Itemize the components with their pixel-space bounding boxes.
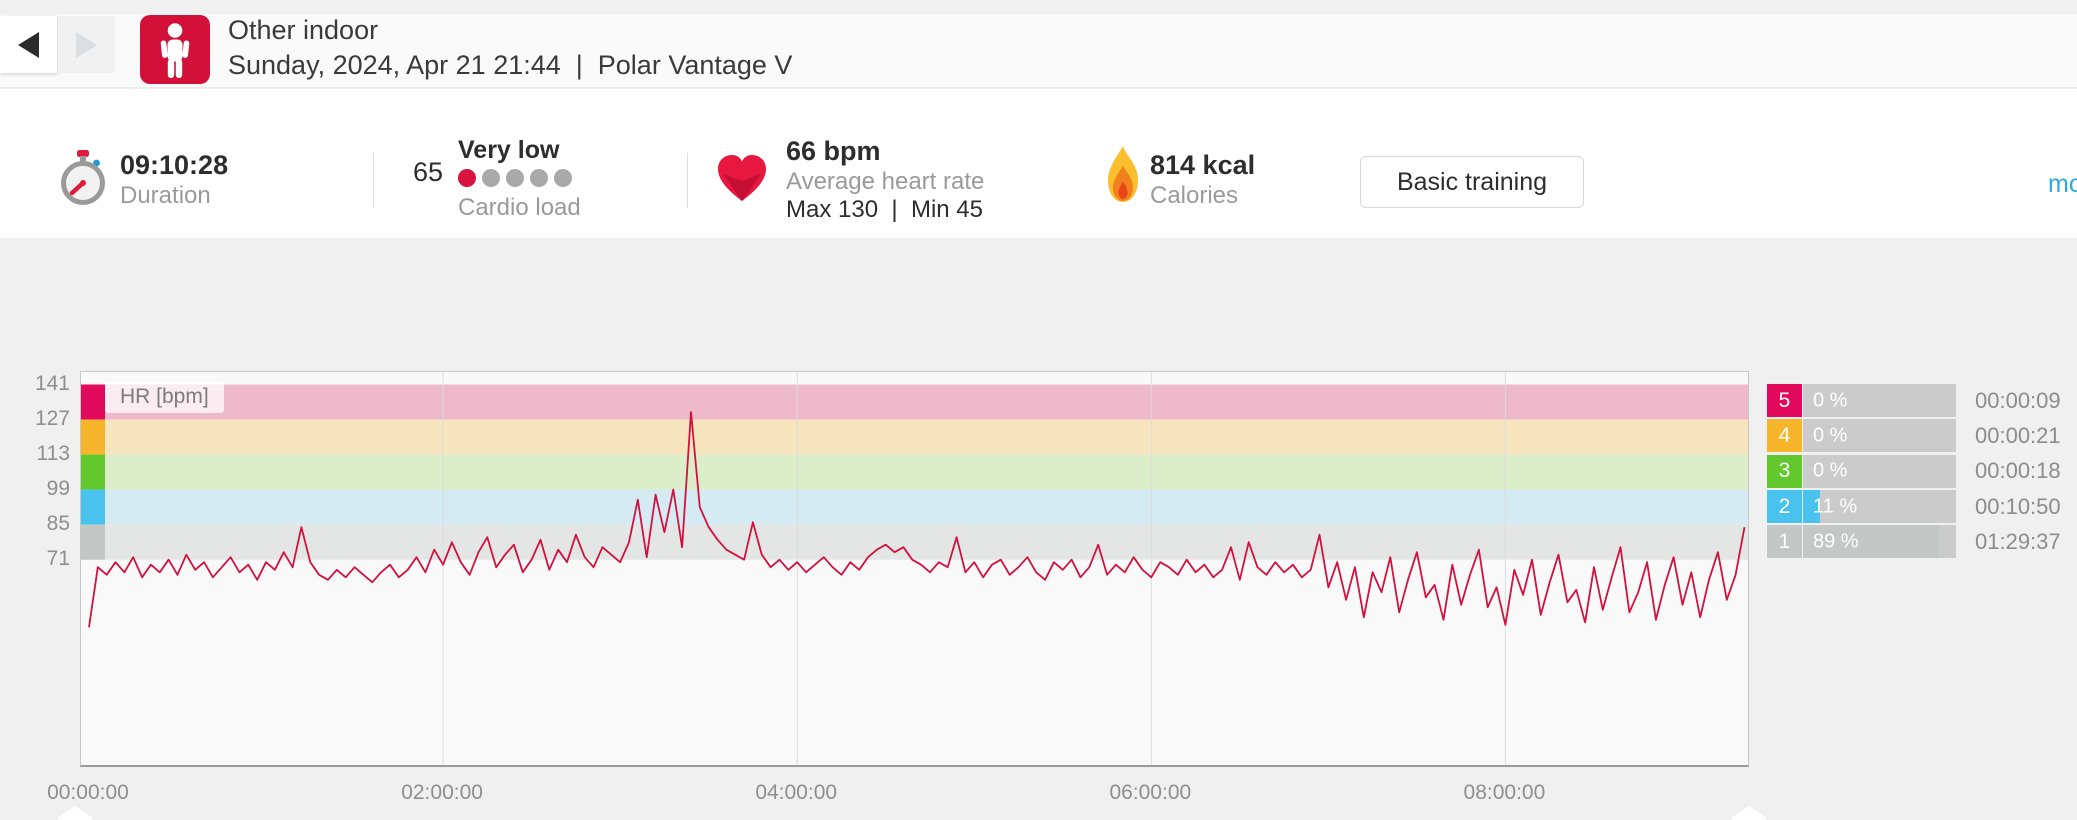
zone-percent-label: 11 % bbox=[1813, 495, 1858, 518]
zone-band-4 bbox=[81, 419, 1748, 455]
divider bbox=[687, 153, 688, 208]
avg-hr-value: 66 bpm bbox=[786, 136, 881, 166]
zone-percent-label: 0 % bbox=[1813, 424, 1848, 447]
zone-row-4: 4 0 % 00:00:21 bbox=[1767, 418, 2061, 453]
zone-time: 00:00:18 bbox=[1975, 458, 2061, 484]
zone-percent-fill bbox=[1803, 525, 1940, 559]
zone-number-badge: 2 bbox=[1767, 490, 1802, 524]
zone-row-1: 1 89 % 01:29:37 bbox=[1767, 524, 2061, 559]
zone-number-badge: 1 bbox=[1767, 525, 1802, 559]
x-tick-label: 00:00:00 bbox=[47, 781, 129, 804]
zone-time: 01:29:37 bbox=[1975, 528, 2061, 554]
cardio-load-label: Cardio load bbox=[458, 194, 581, 221]
zone-percent-bar: 89 % bbox=[1803, 525, 1956, 559]
cardio-dot bbox=[506, 169, 524, 187]
duration-value: 09:10:28 bbox=[120, 150, 229, 180]
hr-chart-section: HR [bpm] 141 127 113 99 85 71 00:00:00 02:00:0… bbox=[0, 238, 2077, 820]
avg-hr-label: Average heart rate bbox=[786, 168, 985, 195]
hr-line bbox=[88, 411, 1746, 628]
stopwatch-icon bbox=[61, 150, 105, 205]
y-axis-labels: 141 127 113 99 85 71 bbox=[0, 238, 2077, 820]
y-tick-label: 113 bbox=[36, 441, 70, 465]
x-tick-label: 08:00:00 bbox=[1463, 781, 1546, 804]
calories-label: Calories bbox=[1150, 182, 1239, 209]
zone-row-3: 3 0 % 00:00:18 bbox=[1767, 454, 2061, 489]
page-subtitle: Sunday, 2024, Apr 21 21:44 | Polar Vanta… bbox=[228, 50, 793, 80]
zone-percent-bar: 0 % bbox=[1803, 384, 1956, 418]
zone-number-badge: 5 bbox=[1767, 384, 1802, 418]
x-tick-label: 04:00:00 bbox=[755, 781, 838, 804]
zone-band-1 bbox=[81, 524, 1748, 560]
cardio-dot bbox=[530, 169, 548, 187]
zone-band-3 bbox=[81, 454, 1748, 490]
zone-strip-4 bbox=[81, 419, 105, 455]
zone-time: 00:00:09 bbox=[1975, 387, 2061, 413]
cardio-load-level: Very low bbox=[458, 136, 560, 164]
zone-strip-2 bbox=[81, 489, 105, 525]
zone-percent-label: 89 % bbox=[1813, 530, 1859, 553]
duration-label: Duration bbox=[120, 182, 211, 209]
back-arrow-icon bbox=[18, 31, 39, 58]
zone-strip-3 bbox=[81, 454, 105, 490]
cardio-dot bbox=[482, 169, 500, 187]
plot-area[interactable]: HR [bpm] bbox=[80, 371, 1749, 767]
zone-band-2 bbox=[81, 489, 1748, 525]
forward-arrow-icon bbox=[76, 31, 97, 58]
training-benefit-button[interactable]: Basic training bbox=[1360, 156, 1584, 208]
zone-strip-1 bbox=[81, 524, 105, 560]
zone-band-5 bbox=[81, 384, 1748, 420]
more-link[interactable]: mo bbox=[2048, 170, 2077, 198]
zone-number-badge: 4 bbox=[1767, 419, 1802, 453]
zone-time: 00:10:50 bbox=[1975, 493, 2061, 519]
zone-percent-bar: 0 % bbox=[1803, 419, 1956, 453]
y-tick-label: 141 bbox=[34, 371, 70, 395]
zone-strip-5 bbox=[81, 384, 105, 420]
person-icon bbox=[160, 22, 190, 78]
zone-percent-label: 0 % bbox=[1813, 389, 1848, 412]
forward-button[interactable] bbox=[58, 16, 115, 73]
cardio-load-value: 65 bbox=[413, 157, 444, 187]
y-tick-label: 99 bbox=[46, 476, 70, 500]
cardio-load-dots bbox=[458, 169, 572, 187]
flame-icon bbox=[1108, 146, 1138, 202]
hr-chart bbox=[81, 372, 1748, 765]
hr-minmax: Max 130 | Min 45 bbox=[786, 196, 983, 223]
cardio-dot bbox=[554, 169, 572, 187]
heart-icon bbox=[718, 155, 766, 201]
zone-percent-bar: 0 % bbox=[1803, 454, 1956, 488]
stats-bar: 09:10:28 Duration 65 Very low Cardio loa… bbox=[0, 89, 2077, 238]
back-button[interactable] bbox=[0, 16, 57, 73]
sport-indoor-icon bbox=[140, 15, 210, 84]
chart-title: HR [bpm] bbox=[105, 381, 224, 413]
zone-row-5: 5 0 % 00:00:09 bbox=[1767, 383, 2061, 418]
zone-percent-bar: 11 % bbox=[1803, 490, 1956, 524]
calories-value: 814 kcal bbox=[1150, 150, 1256, 180]
header: Other indoor Sunday, 2024, Apr 21 21:44 … bbox=[0, 0, 2077, 88]
cardio-dot bbox=[458, 169, 476, 187]
y-tick-label: 71 bbox=[46, 546, 70, 570]
y-tick-label: 85 bbox=[46, 511, 70, 535]
y-tick-label: 127 bbox=[34, 406, 70, 430]
x-tick-label: 02:00:00 bbox=[401, 781, 483, 804]
zone-number-badge: 3 bbox=[1767, 454, 1802, 488]
page-title: Other indoor bbox=[228, 15, 379, 45]
zone-time: 00:00:21 bbox=[1975, 422, 2061, 448]
top-strip bbox=[0, 0, 2077, 14]
x-tick-label: 06:00:00 bbox=[1109, 781, 1192, 804]
zone-row-2: 2 11 % 00:10:50 bbox=[1767, 489, 2061, 524]
x-axis-labels: 00:00:00 02:00:00 04:00:00 06:00:00 08:00:00 bbox=[0, 238, 2077, 820]
zone-percent-label: 0 % bbox=[1813, 459, 1848, 482]
zone-percent-fill bbox=[1803, 490, 1820, 524]
divider bbox=[373, 153, 374, 208]
